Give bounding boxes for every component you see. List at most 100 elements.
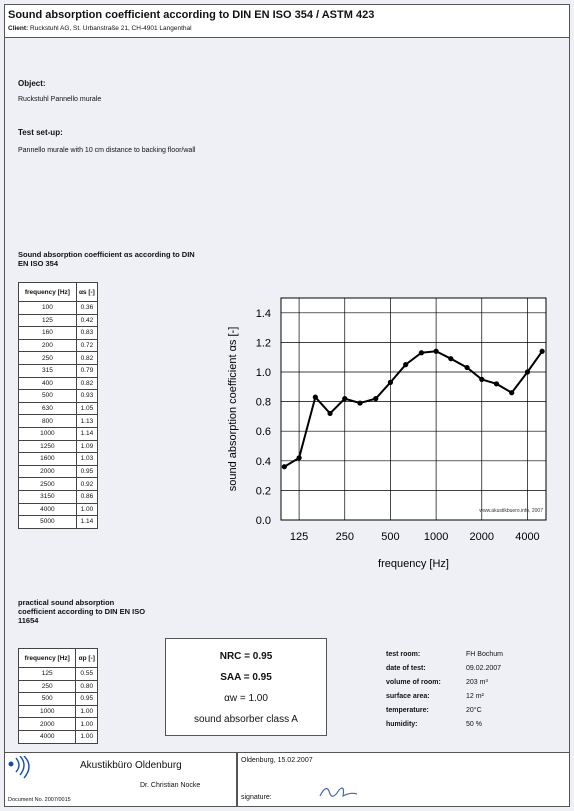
header-cell: αp [-] <box>75 648 98 668</box>
cell: 0.95 <box>75 464 99 479</box>
info-row: surface area: 12 m² <box>386 690 503 704</box>
cell: 0.82 <box>75 376 99 391</box>
cell: 1.14 <box>75 515 99 529</box>
chart: 0.0 0.2 0.4 0.6 0.8 1.0 1.2 1.4 125 250 500 1000 200… <box>227 297 547 570</box>
row: 630 1.05 <box>18 401 99 416</box>
table2-title: practical sound absorption coefficient a… <box>18 598 146 625</box>
x-tick-label: 1000 <box>424 531 448 543</box>
point <box>296 455 302 461</box>
cell: 500 <box>18 389 77 403</box>
row: 200 0.72 <box>18 338 99 353</box>
cell: 1000 <box>18 426 77 441</box>
cell: 0.86 <box>75 489 99 504</box>
person: Dr. Christian Nocke <box>140 782 201 789</box>
company: Akustikbüro Oldenburg <box>80 760 182 771</box>
header-box <box>4 4 570 38</box>
row: 125 0.42 <box>18 313 99 328</box>
row: 315 0.79 <box>18 363 99 378</box>
setup-label: Test set-up: <box>18 128 63 137</box>
row: 500 0.93 <box>18 389 99 403</box>
cell: 1250 <box>18 439 77 454</box>
cell: 4000 <box>18 502 77 517</box>
cell: 100 <box>18 301 77 315</box>
cell: 5000 <box>18 515 77 529</box>
y-tick-label: 1.0 <box>256 367 271 379</box>
point <box>524 369 531 375</box>
info-row: humidity: 50 % <box>386 718 503 732</box>
rating: NRC = 0.95 <box>219 651 273 662</box>
point <box>373 396 379 402</box>
cell: 1.00 <box>75 502 99 517</box>
point <box>403 362 409 368</box>
info-label: date of test: <box>386 665 426 672</box>
info-value: 12 m² <box>466 693 484 700</box>
cell: 1.09 <box>75 439 99 454</box>
signature-label: signature: <box>241 794 272 801</box>
point <box>448 356 454 362</box>
client: Client: Ruckstuhl AG, St. Urbanstraße 21… <box>8 25 192 32</box>
row: 1000 1.00 <box>17 704 98 719</box>
header-cell: frequency [Hz] <box>17 648 77 668</box>
y-tick-label: 0.6 <box>256 426 271 438</box>
cell: 2500 <box>18 477 77 491</box>
client-label: Client: <box>8 25 29 32</box>
cell: 2000 <box>18 464 77 479</box>
info: test room: FH Bochum date of test: 09.02.20… <box>386 648 503 732</box>
signature <box>319 787 358 798</box>
cell: 2000 <box>17 717 77 731</box>
cell: 3150 <box>18 489 77 504</box>
y-axis-label: sound absorption coefficient αs [-] <box>227 327 239 492</box>
cell: 250 <box>17 679 77 694</box>
row: 250 0.80 <box>17 679 98 694</box>
row: 1000 1.14 <box>18 426 99 441</box>
y-tick-label: 1.2 <box>256 337 271 349</box>
cell: 4000 <box>17 729 77 744</box>
row: 1250 1.09 <box>18 439 99 454</box>
client-text: Ruckstuhl AG, St. Urbanstraße 21, CH-490… <box>30 25 192 32</box>
cell: 1.14 <box>75 426 99 441</box>
setup-text: Pannello murale with 10 cm distance to b… <box>18 147 196 154</box>
footer-divider <box>236 752 238 807</box>
point <box>387 379 394 385</box>
point <box>539 348 545 354</box>
y-tick-label: 0.0 <box>256 515 271 527</box>
cell: 1.00 <box>75 729 98 744</box>
header-row: frequency [Hz] αp [-] <box>17 648 98 668</box>
cell: 125 <box>17 667 77 681</box>
cell: 0.42 <box>75 313 99 328</box>
info-row: temperature: 20°C <box>386 704 503 718</box>
x-tick-label: 4000 <box>515 531 539 543</box>
x-axis-label: frequency [Hz] <box>378 558 449 570</box>
object-text: Ruckstuhl Pannello murale <box>18 96 102 103</box>
cell: 0.72 <box>75 338 99 353</box>
row: 2000 0.95 <box>18 464 99 479</box>
point <box>418 350 425 356</box>
header-cell: frequency [Hz] <box>18 282 77 302</box>
info-value: FH Bochum <box>466 651 503 658</box>
x-tick-label: 2000 <box>470 531 494 543</box>
cell: 0.82 <box>75 351 99 365</box>
y-tick-label: 1.4 <box>256 308 271 320</box>
document-number: Document No. 2007/0015 <box>8 797 71 803</box>
cell: 1.00 <box>75 704 98 719</box>
y-tick-label: 0.2 <box>256 485 271 497</box>
row: 800 1.13 <box>18 414 99 428</box>
row: 125 0.55 <box>17 667 98 681</box>
ratings: NRC = 0.95 SAA = 0.95 αw = 1.00 sound absor… <box>165 646 327 730</box>
point <box>464 364 470 371</box>
rating: SAA = 0.95 <box>220 672 272 683</box>
footer-box <box>4 752 570 807</box>
point <box>433 348 439 354</box>
cell: 0.80 <box>75 679 98 694</box>
table1: frequency [Hz] αs [-] 100 0.36 125 0.42 160 0.8… <box>18 282 99 529</box>
cell: 1000 <box>17 704 77 719</box>
point <box>493 381 500 387</box>
title: Sound absorption coefficient according t… <box>8 9 375 21</box>
row: 250 0.82 <box>18 351 99 365</box>
row: 400 0.82 <box>18 376 99 391</box>
cell: 160 <box>18 326 77 340</box>
cell: 0.55 <box>75 667 98 681</box>
x-tick-label: 125 <box>290 531 308 543</box>
info-label: volume of room: <box>386 679 441 686</box>
info-value: 09.02.2007 <box>466 665 502 672</box>
